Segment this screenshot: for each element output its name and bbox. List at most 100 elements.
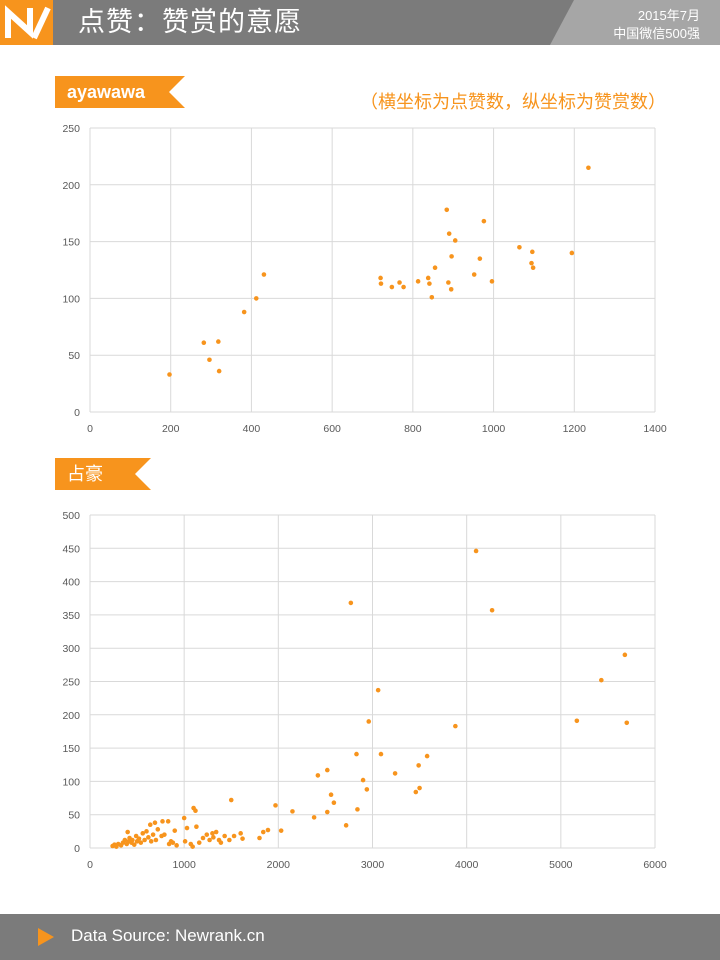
chart2-point xyxy=(147,822,153,827)
chart1-point xyxy=(446,280,451,285)
chart1-point xyxy=(389,284,395,290)
chart1-point xyxy=(529,260,534,266)
chart2-point xyxy=(140,831,146,836)
chart2-xtick-label: 1000 xyxy=(172,859,196,871)
chart1-xtick-label: 400 xyxy=(243,423,261,435)
chart2-point xyxy=(184,825,190,831)
chart2-ytick-label: 300 xyxy=(62,643,80,655)
chart2-ytick-label: 350 xyxy=(62,610,80,622)
chart2-point xyxy=(222,833,227,839)
chart2-point xyxy=(160,819,165,824)
chart2-point xyxy=(218,840,224,845)
chart1-point xyxy=(448,287,454,292)
data-source: Data Source: Newrank.cn xyxy=(71,926,265,945)
chart1-point xyxy=(517,244,522,250)
chart1-point xyxy=(429,294,435,300)
chart1-point xyxy=(241,309,247,315)
chart2-point xyxy=(331,800,337,806)
chart1-point xyxy=(432,265,438,271)
chart2-point xyxy=(200,835,206,841)
chart1-ytick-label: 200 xyxy=(62,180,80,192)
chart2-point xyxy=(162,832,167,837)
play-arrow-icon xyxy=(38,928,54,946)
chart2-point xyxy=(325,767,330,773)
chart1-point xyxy=(530,249,535,255)
chart2-point xyxy=(328,792,334,798)
chart2-point xyxy=(278,828,284,833)
chart2-point xyxy=(375,687,381,693)
chart2-point xyxy=(355,807,360,812)
chart2-xtick-label: 4000 xyxy=(455,859,479,871)
chart1-point xyxy=(201,340,207,346)
chart1-point xyxy=(253,296,259,301)
chart1-point xyxy=(167,372,172,377)
chart2-point xyxy=(182,839,188,844)
chart2-point xyxy=(165,819,171,824)
logo-icon xyxy=(5,5,51,40)
scatter-chart-ayawawa: 0 50 100 150 200 250 0 200 400 600 800 1000 1200 1400 xyxy=(62,123,667,435)
chart2-point xyxy=(231,833,237,839)
header-bar: 点赞：赞赏的意愿 2015年7月 中国微信500强 xyxy=(0,0,720,45)
chart2-point xyxy=(360,777,366,783)
chart1-ytick-label: 250 xyxy=(62,123,80,135)
chart1-ytick-label: 100 xyxy=(62,293,80,305)
chart2-point xyxy=(354,751,359,757)
chart1-point xyxy=(378,281,384,286)
chart1-xtick-label: 1400 xyxy=(643,423,667,435)
chart2-point xyxy=(227,837,232,843)
chart1-point xyxy=(401,284,406,290)
chart1-point xyxy=(378,275,383,281)
chart2-point xyxy=(193,808,198,814)
chart1-xtick-label: 600 xyxy=(323,423,341,435)
chart1-xtick-label: 0 xyxy=(87,423,93,435)
chart2-point xyxy=(194,824,199,829)
chart1-point xyxy=(261,272,267,277)
chart1-point xyxy=(216,339,221,344)
chart2-point xyxy=(424,753,430,759)
chart2-ytick-label: 250 xyxy=(62,677,80,689)
logo xyxy=(0,0,53,45)
chart1-point xyxy=(530,265,536,271)
chart2-label-badge: 占豪 xyxy=(55,458,151,490)
chart2-point xyxy=(240,836,245,841)
chart2-point xyxy=(417,785,422,791)
chart2-point xyxy=(366,719,372,724)
chart2-point xyxy=(392,771,398,776)
chart1-point xyxy=(446,231,452,236)
chart2-point xyxy=(122,837,128,843)
chart2-point xyxy=(574,718,580,724)
chart1-xtick-label: 200 xyxy=(162,423,180,435)
chart1-point xyxy=(207,357,212,363)
chart2-point xyxy=(211,835,216,840)
chart2-xtick-label: 5000 xyxy=(549,859,573,871)
chart2-point xyxy=(142,837,147,843)
chart2-ytick-label: 100 xyxy=(62,776,80,788)
chart2-xtick-label: 2000 xyxy=(267,859,291,871)
chart1-point xyxy=(425,275,431,281)
chart2-point xyxy=(257,835,262,841)
chart2-point xyxy=(228,797,234,803)
chart2-xtick-label: 6000 xyxy=(643,859,667,871)
chart2-point xyxy=(238,831,243,836)
chart2-point xyxy=(174,843,179,848)
report-subject: 中国微信500强 xyxy=(613,26,700,41)
chart2-point xyxy=(172,828,178,833)
chart2-point xyxy=(489,607,495,613)
chart2-point xyxy=(473,548,479,554)
axis-note: （横坐标为点赞数，纵坐标为赞赏数） xyxy=(360,92,666,112)
chart2-point xyxy=(170,840,176,845)
chart2-point xyxy=(190,844,195,849)
chart2-point xyxy=(260,829,266,835)
chart1-point xyxy=(586,165,591,171)
chart2-ytick-label: 50 xyxy=(68,810,80,822)
chart2-point xyxy=(624,720,630,726)
chart2-point xyxy=(204,832,210,837)
chart1-xtick-label: 1000 xyxy=(482,423,506,435)
chart1-label-badge: ayawawa xyxy=(55,76,185,108)
chart2-point xyxy=(150,832,156,837)
chart2-point xyxy=(148,839,154,844)
chart2-point xyxy=(213,829,219,835)
chart1-point xyxy=(427,281,432,286)
chart1-ytick-label: 50 xyxy=(68,350,80,362)
